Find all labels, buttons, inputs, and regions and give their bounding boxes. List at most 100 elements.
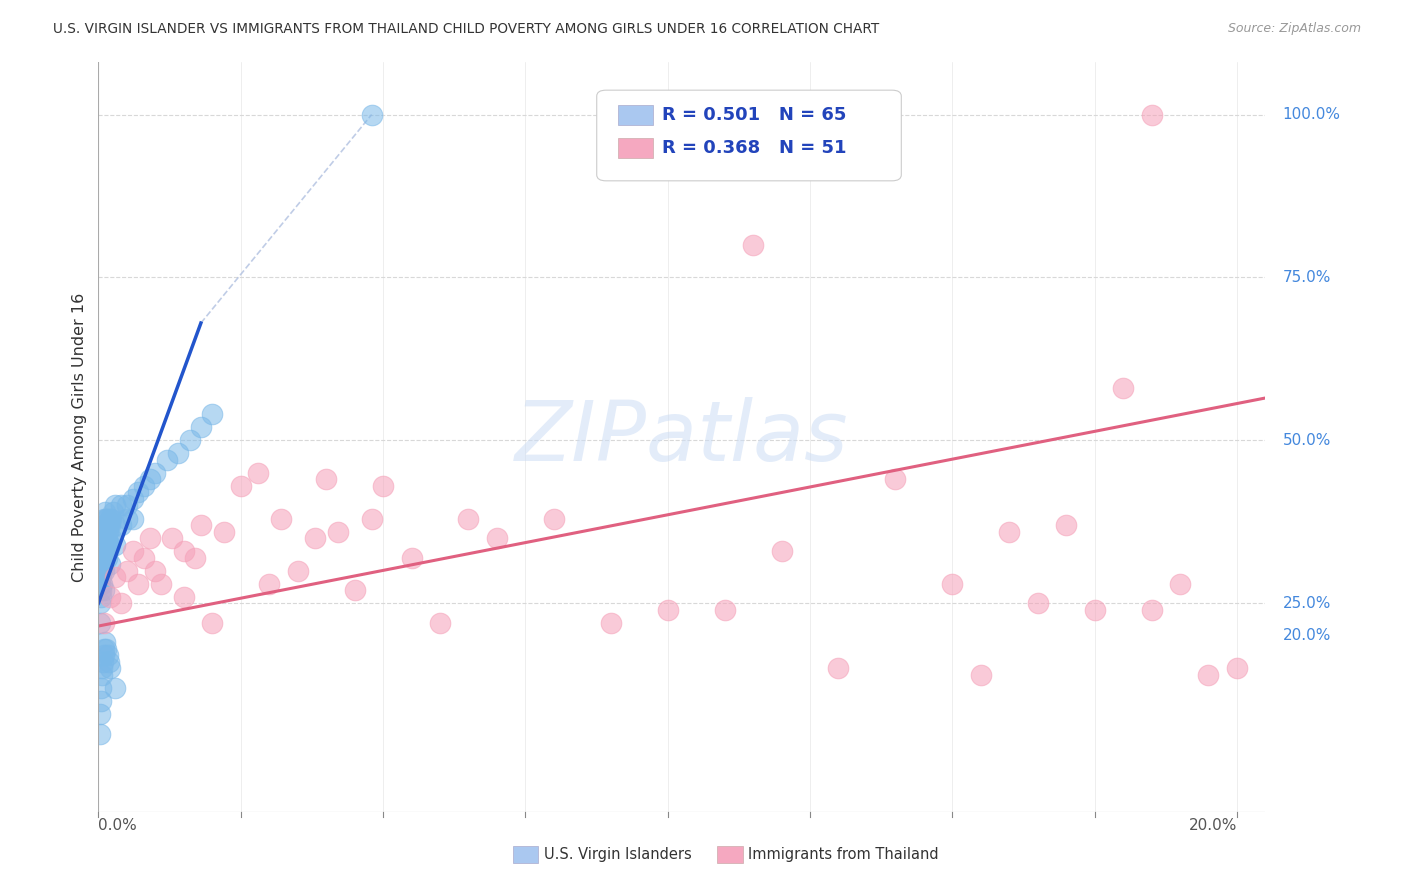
Point bbox=[89, 615, 111, 630]
Point bbox=[201, 407, 224, 421]
Point bbox=[657, 603, 679, 617]
Point bbox=[96, 518, 118, 533]
Point bbox=[97, 655, 120, 669]
Point bbox=[998, 524, 1021, 539]
Point bbox=[104, 570, 127, 584]
Point bbox=[91, 661, 114, 675]
FancyBboxPatch shape bbox=[513, 847, 538, 863]
Point bbox=[184, 550, 207, 565]
Point bbox=[713, 603, 735, 617]
Point bbox=[90, 550, 112, 565]
Point bbox=[127, 576, 149, 591]
Point bbox=[100, 531, 122, 545]
Point bbox=[94, 635, 117, 649]
Point bbox=[97, 538, 120, 552]
Point bbox=[91, 557, 114, 571]
Text: 50.0%: 50.0% bbox=[1282, 433, 1331, 448]
FancyBboxPatch shape bbox=[617, 138, 652, 158]
Point bbox=[138, 472, 160, 486]
Point bbox=[401, 550, 423, 565]
Point bbox=[371, 479, 394, 493]
Point bbox=[96, 511, 118, 525]
Point bbox=[326, 524, 349, 539]
Point bbox=[132, 479, 155, 493]
Point bbox=[97, 518, 120, 533]
Point bbox=[1198, 668, 1220, 682]
Point bbox=[173, 590, 195, 604]
Point bbox=[98, 590, 121, 604]
Point bbox=[970, 668, 993, 682]
Point bbox=[93, 583, 115, 598]
Text: Source: ZipAtlas.com: Source: ZipAtlas.com bbox=[1227, 22, 1361, 36]
Text: 75.0%: 75.0% bbox=[1282, 270, 1331, 285]
Point bbox=[93, 544, 115, 558]
Point bbox=[89, 576, 111, 591]
Point bbox=[104, 499, 127, 513]
Point bbox=[90, 538, 112, 552]
Point bbox=[201, 615, 224, 630]
Point bbox=[104, 538, 127, 552]
Point bbox=[457, 511, 479, 525]
Point bbox=[110, 596, 132, 610]
Point bbox=[90, 570, 112, 584]
Point bbox=[115, 511, 138, 525]
Point bbox=[90, 694, 112, 708]
Text: Child Poverty Among Girls Under 16: Child Poverty Among Girls Under 16 bbox=[72, 293, 87, 582]
Point bbox=[343, 583, 366, 598]
Point bbox=[315, 472, 337, 486]
Point bbox=[270, 511, 292, 525]
Point bbox=[429, 615, 451, 630]
Text: Immigrants from Thailand: Immigrants from Thailand bbox=[748, 847, 939, 862]
Point bbox=[110, 518, 132, 533]
Point bbox=[101, 505, 124, 519]
Point bbox=[98, 557, 121, 571]
Point bbox=[96, 550, 118, 565]
Point bbox=[150, 576, 173, 591]
Point bbox=[96, 648, 118, 663]
Point bbox=[121, 491, 143, 506]
Point bbox=[94, 531, 117, 545]
Point bbox=[98, 511, 121, 525]
Point bbox=[190, 518, 212, 533]
Text: 100.0%: 100.0% bbox=[1282, 107, 1340, 122]
Point bbox=[91, 544, 114, 558]
FancyBboxPatch shape bbox=[717, 847, 742, 863]
Point bbox=[96, 518, 118, 533]
Point bbox=[599, 615, 621, 630]
Point bbox=[96, 531, 118, 545]
Point bbox=[1084, 603, 1107, 617]
Point bbox=[89, 726, 111, 740]
Point bbox=[100, 511, 122, 525]
Point bbox=[93, 524, 115, 539]
Point bbox=[138, 531, 160, 545]
Point bbox=[104, 518, 127, 533]
Point bbox=[98, 538, 121, 552]
Point bbox=[132, 550, 155, 565]
Point bbox=[96, 538, 118, 552]
Point bbox=[127, 485, 149, 500]
Point bbox=[94, 505, 117, 519]
Point bbox=[485, 531, 508, 545]
Point bbox=[1140, 603, 1163, 617]
Point bbox=[98, 661, 121, 675]
Point bbox=[121, 511, 143, 525]
Text: 20.0%: 20.0% bbox=[1282, 628, 1331, 643]
Point bbox=[143, 564, 166, 578]
Point bbox=[96, 538, 118, 552]
Point bbox=[89, 706, 111, 721]
Point bbox=[121, 544, 143, 558]
Point bbox=[1026, 596, 1049, 610]
Point bbox=[257, 576, 280, 591]
Point bbox=[90, 668, 112, 682]
Point bbox=[96, 641, 118, 656]
Point bbox=[93, 615, 115, 630]
Point bbox=[742, 238, 765, 252]
Text: 25.0%: 25.0% bbox=[1282, 596, 1331, 611]
Point bbox=[162, 531, 184, 545]
Point bbox=[98, 518, 121, 533]
Point bbox=[115, 499, 138, 513]
Point bbox=[91, 524, 114, 539]
Point bbox=[543, 511, 565, 525]
Point bbox=[91, 564, 114, 578]
Point bbox=[94, 511, 117, 525]
